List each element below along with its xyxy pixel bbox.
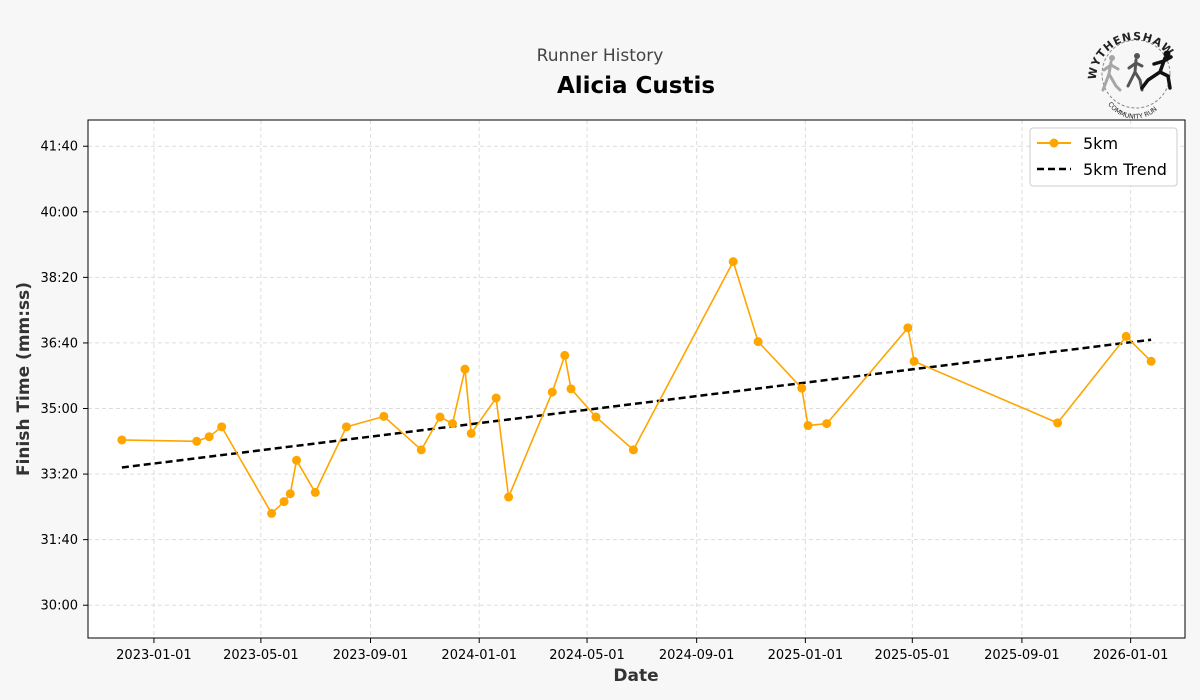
data-point-5km bbox=[822, 419, 832, 429]
data-point-5km bbox=[217, 422, 227, 432]
y-axis-ticks: 30:00 31:40 33:20 35:00 36:40 38:20 40:00 41:40 bbox=[41, 140, 88, 614]
legend-label-trend: 5km Trend bbox=[1083, 160, 1167, 179]
x-tick-label: 2023-05-01 bbox=[223, 648, 299, 663]
y-tick-label: 33:20 bbox=[41, 468, 78, 483]
data-point-5km bbox=[566, 384, 576, 394]
data-point-5km bbox=[491, 393, 501, 403]
data-point-5km bbox=[903, 323, 913, 333]
x-tick-label: 2023-09-01 bbox=[333, 648, 409, 663]
logo-bottom-text: COMMUNITY RUN bbox=[1106, 100, 1158, 120]
data-point-5km bbox=[628, 445, 638, 455]
x-tick-label: 2026-01-01 bbox=[1093, 648, 1169, 663]
x-tick-label: 2025-09-01 bbox=[984, 648, 1060, 663]
data-point-5km bbox=[797, 383, 807, 393]
y-tick-label: 36:40 bbox=[41, 336, 78, 351]
chart-title: Alicia Custis bbox=[556, 73, 716, 99]
plot-frame bbox=[87, 119, 1186, 639]
y-axis-label: Finish Time (mm:ss) bbox=[14, 282, 34, 476]
wythenshawe-logo: WYTHENSHAWE COMMUNITY RUN bbox=[1076, 14, 1180, 121]
legend-label-5km: 5km bbox=[1083, 134, 1118, 153]
data-point-5km bbox=[379, 411, 389, 421]
x-tick-label: 2023-01-01 bbox=[116, 648, 192, 663]
y-tick-label: 30:00 bbox=[41, 599, 78, 614]
legend-marker-5km bbox=[1049, 138, 1059, 148]
data-point-5km bbox=[728, 257, 738, 267]
x-tick-label: 2024-09-01 bbox=[659, 648, 735, 663]
data-point-5km bbox=[466, 428, 476, 438]
data-point-5km bbox=[204, 432, 214, 442]
data-point-5km bbox=[560, 350, 570, 360]
data-point-5km bbox=[310, 487, 320, 497]
data-point-5km bbox=[1146, 356, 1156, 366]
data-point-5km bbox=[547, 387, 557, 397]
runner-figures-icon bbox=[1101, 50, 1173, 92]
data-point-5km bbox=[285, 489, 295, 499]
y-tick-label: 35:00 bbox=[41, 402, 78, 417]
grid bbox=[88, 120, 1185, 638]
y-tick-label: 41:40 bbox=[41, 140, 78, 155]
legend: 5km 5km Trend bbox=[1029, 127, 1178, 187]
chart-subtitle: Runner History bbox=[536, 46, 664, 66]
data-point-5km bbox=[1121, 331, 1131, 341]
data-point-5km bbox=[504, 492, 514, 502]
y-tick-label: 38:20 bbox=[41, 271, 78, 286]
data-point-5km bbox=[753, 337, 763, 347]
x-tick-label: 2025-01-01 bbox=[768, 648, 844, 663]
data-point-5km bbox=[591, 412, 601, 422]
x-tick-label: 2024-05-01 bbox=[549, 648, 625, 663]
data-point-5km bbox=[803, 421, 813, 431]
plot-area bbox=[88, 120, 1185, 638]
data-point-5km bbox=[267, 508, 277, 518]
data-point-5km bbox=[117, 435, 127, 445]
data-point-5km bbox=[279, 497, 289, 507]
data-point-5km bbox=[416, 445, 426, 455]
data-point-5km bbox=[192, 436, 202, 446]
data-point-5km bbox=[460, 364, 470, 374]
x-tick-label: 2025-05-01 bbox=[875, 648, 951, 663]
data-point-5km bbox=[341, 422, 351, 432]
svg-text:COMMUNITY RUN: COMMUNITY RUN bbox=[1106, 100, 1158, 120]
data-point-5km bbox=[909, 356, 919, 366]
y-tick-label: 31:40 bbox=[41, 533, 78, 548]
x-axis-label: Date bbox=[613, 666, 658, 686]
trend-line bbox=[121, 338, 1152, 469]
data-point-5km bbox=[292, 455, 302, 465]
data-point-5km bbox=[1053, 418, 1063, 428]
y-tick-label: 40:00 bbox=[41, 205, 78, 220]
data-point-5km bbox=[435, 412, 445, 422]
data-point-5km bbox=[447, 419, 457, 429]
series-points bbox=[117, 257, 1156, 518]
x-axis-ticks: 2023-01-01 2023-05-01 2023-09-01 2024-01-01… bbox=[116, 638, 1168, 663]
x-tick-label: 2024-01-01 bbox=[441, 648, 517, 663]
